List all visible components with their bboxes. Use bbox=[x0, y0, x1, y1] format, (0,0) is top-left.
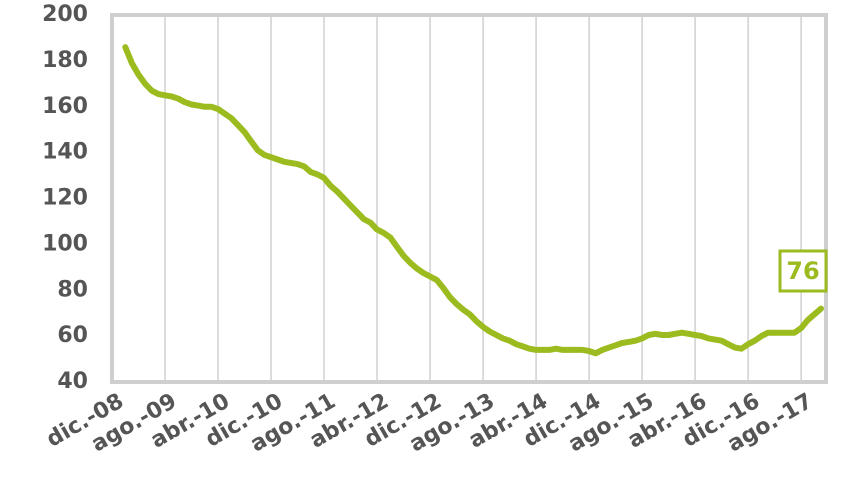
y-tick-label: 100 bbox=[42, 231, 88, 256]
end-annotation: 76 bbox=[778, 249, 828, 293]
annotation-text: 76 bbox=[786, 257, 819, 285]
y-tick-label: 180 bbox=[42, 48, 88, 73]
plot-frame bbox=[110, 13, 828, 384]
y-tick-label: 40 bbox=[57, 369, 88, 394]
y-tick-label: 160 bbox=[42, 94, 88, 119]
y-tick-label: 60 bbox=[57, 323, 88, 348]
y-tick-label: 80 bbox=[57, 277, 88, 302]
annotation-box bbox=[778, 249, 828, 293]
y-tick-label: 200 bbox=[42, 2, 88, 27]
y-tick-label: 120 bbox=[42, 186, 88, 211]
data-line bbox=[122, 44, 824, 357]
y-tick-label: 140 bbox=[42, 140, 88, 165]
